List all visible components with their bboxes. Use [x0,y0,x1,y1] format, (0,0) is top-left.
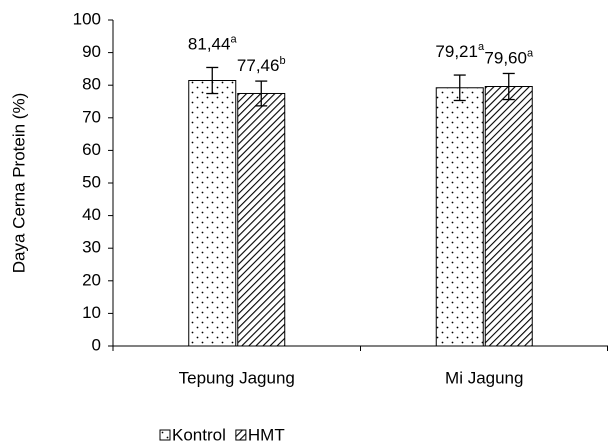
value-label-number: 79,60 [484,49,527,68]
error-bar [255,80,268,107]
value-label: 81,44a [188,33,238,54]
value-label: 79,21a [435,41,485,62]
legend-label: HMT [248,425,285,443]
y-tick-label: 50 [82,172,101,191]
bar [237,92,286,347]
significance-letter: a [230,33,237,45]
value-label-number: 81,44 [188,35,231,54]
y-tick-label: 0 [92,335,101,354]
error-bar [502,72,515,101]
y-tick-label: 80 [82,75,101,94]
y-tick-label: 60 [82,140,101,159]
y-tick-label: 30 [82,238,101,257]
error-bar [206,66,219,95]
bar [435,87,484,347]
legend-swatch [235,429,247,441]
bar [188,80,237,347]
value-label-number: 77,46 [237,57,280,76]
value-label: 77,46b [237,55,286,76]
y-axis-title: Daya Cerna Protein (%) [9,93,28,273]
error-bar [453,74,466,102]
x-tick-label: Mi Jagung [445,368,523,387]
value-label: 79,60a [484,47,534,68]
y-tick-label: 40 [82,205,101,224]
legend-label: Kontrol [172,425,226,443]
y-tick-label: 20 [82,270,101,289]
value-label-number: 79,21 [435,43,478,62]
x-tick-label: Tepung Jagung [179,368,295,387]
y-tick-label: 10 [82,303,101,322]
y-tick-label: 90 [82,42,101,61]
legend-swatch [159,429,171,441]
significance-letter: a [478,41,485,53]
y-tick-label: 70 [82,107,101,126]
significance-letter: b [279,55,285,67]
y-tick-label: 100 [73,9,101,28]
significance-letter: a [527,47,534,59]
bar [484,86,533,347]
